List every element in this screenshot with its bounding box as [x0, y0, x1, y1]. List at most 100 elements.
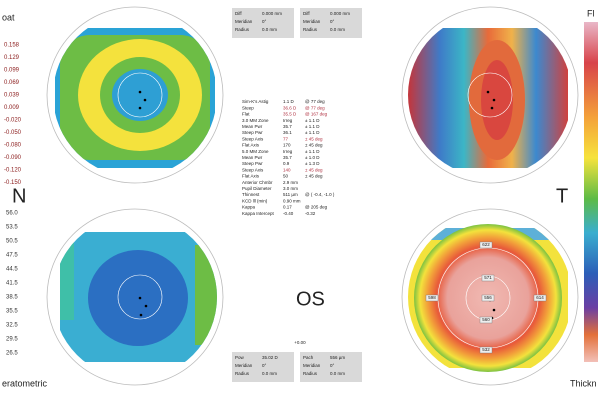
thickness-value: 614 [536, 295, 544, 300]
summary-cell: ± 45 deg [305, 143, 323, 148]
scale-label: 0.129 [4, 55, 20, 61]
summary-cell: ± 1.1 D [305, 149, 320, 154]
info-value: 0.000 mm [330, 11, 350, 16]
info-key: Radius [235, 27, 250, 32]
summary-cell: 140 [283, 167, 291, 172]
info-key: Meridian [303, 363, 321, 368]
info-value: 0.0 mm [330, 27, 345, 32]
thickness-value: 598 [428, 295, 436, 300]
scale-label: 35.5 [6, 309, 18, 315]
summary-cell: 0.17 [283, 205, 292, 210]
scale-label: 0.009 [4, 105, 20, 111]
summary-cell: ± 1.0 D [305, 155, 320, 160]
corner-label: eratometric [2, 378, 48, 388]
info-key: Pach [303, 355, 314, 360]
thickness-value: 556 [484, 295, 492, 300]
info-value: 0.000 mm [262, 11, 282, 16]
scale-label: 41.5 [6, 281, 18, 287]
corner-label: Fl [587, 8, 595, 18]
summary-cell: Steep [242, 105, 254, 110]
eye-label: OS [296, 288, 325, 310]
info-value: 0.0 mm [330, 371, 345, 376]
scale-label: 32.5 [6, 323, 18, 329]
summary-cell: Pupil Diameter [242, 186, 272, 191]
summary-cell: Mean Pwr [242, 155, 263, 160]
summary-cell: ± 1.1 D [305, 124, 320, 129]
info-key: Meridian [235, 363, 253, 368]
summary-cell: 2.9 mm [283, 180, 298, 185]
scale-label: -0.120 [4, 168, 22, 174]
summary-cell: 35.7 [283, 155, 292, 160]
info-value: 0° [330, 363, 335, 368]
info-key: Meridian [235, 19, 253, 24]
screen: oat Fl eratometric Thickn N T OS +0.00 0… [0, 0, 605, 395]
corner-label: oat [2, 12, 15, 22]
scale-label: 53.5 [6, 225, 18, 231]
summary-cell: Steep Axis [242, 167, 264, 172]
info-value: 0.0 mm [262, 27, 277, 32]
summary-cell: 0.90 mm [283, 198, 301, 203]
scale-label: 0.158 [4, 43, 20, 49]
summary-cell: 0.9 [283, 161, 290, 166]
summary-cell: ± 45 deg [305, 136, 323, 141]
summary-cell: KCD lll (min) [242, 198, 268, 203]
info-key: Diff [235, 11, 242, 16]
thickness-value: 532 [482, 347, 490, 352]
summary-cell: 3.0 mm [283, 186, 298, 191]
info-value: 35.02 D [262, 355, 279, 360]
temporal-label: T [556, 185, 568, 207]
info-value: 0° [262, 363, 267, 368]
summary-cell: Anterior Chmbr [242, 180, 273, 185]
summary-cell: 1.1 D [283, 99, 295, 104]
thickness-value: 622 [482, 242, 490, 247]
scale-label: 50.5 [6, 239, 18, 245]
info-key: Pow [235, 355, 245, 360]
scale-label: -0.020 [4, 118, 22, 124]
summary-cell: 50 [283, 174, 289, 179]
summary-cell: 511 µm [283, 192, 298, 197]
info-key: Radius [303, 27, 318, 32]
thickness-value: 560 [482, 317, 490, 322]
summary-cell: Kappa Intercept [242, 211, 275, 216]
scale-label: 0.039 [4, 93, 20, 99]
info-key: Diff [303, 11, 310, 16]
summary-cell: 35.5 D [283, 112, 297, 117]
summary-cell: Flat Axis [242, 143, 260, 148]
summary-cell: 36.1 [283, 130, 292, 135]
summary-cell: 35.7 [283, 124, 292, 129]
info-value: 0° [330, 19, 335, 24]
summary-cell: ± 45 deg [305, 174, 323, 179]
summary-cell: 3.0 MM Zone [242, 118, 269, 123]
summary-cell: Flat [242, 112, 250, 117]
summary-cell: -0.40 [283, 211, 294, 216]
summary-cell: Kappa [242, 205, 256, 210]
summary-cell: -0.32 [305, 211, 316, 216]
scale-label: 44.5 [6, 267, 18, 273]
summary-cell: @ 167 deg [305, 112, 328, 117]
summary-cell: 5.0 MM Zone [242, 149, 269, 154]
thickness-value: 571 [484, 275, 492, 280]
scale-label: 47.5 [6, 253, 18, 259]
summary-cell: Mean Pwr [242, 124, 263, 129]
caption: +0.00 [294, 340, 306, 345]
scale-label: 38.5 [6, 295, 18, 301]
corner-label: Thickn [570, 378, 597, 388]
summary-cell: @ 77 deg [305, 105, 325, 110]
scale-label: -0.050 [4, 130, 22, 136]
summary-cell: ± 1.1 D [305, 118, 320, 123]
info-value: 0° [262, 19, 267, 24]
summary-cell: ± 45 deg [305, 167, 323, 172]
summary-cell: Irreg [283, 118, 293, 123]
summary-cell: 170 [283, 143, 291, 148]
summary-cell: @ ( -0.4, -1.0 ) [305, 192, 335, 197]
color-bar [584, 22, 598, 362]
scale-label: 26.5 [6, 351, 18, 357]
summary-cell: Thinnest [242, 192, 260, 197]
summary-cell: @ 205 deg [305, 205, 328, 210]
scale-label: 56.0 [6, 211, 18, 217]
summary-cell: 77 [283, 136, 289, 141]
nasal-label: N [12, 185, 26, 207]
summary-cell: Irreg [283, 149, 293, 154]
summary-cell: ± 1.3 D [305, 161, 320, 166]
summary-cell: ± 1.1 D [305, 130, 320, 135]
